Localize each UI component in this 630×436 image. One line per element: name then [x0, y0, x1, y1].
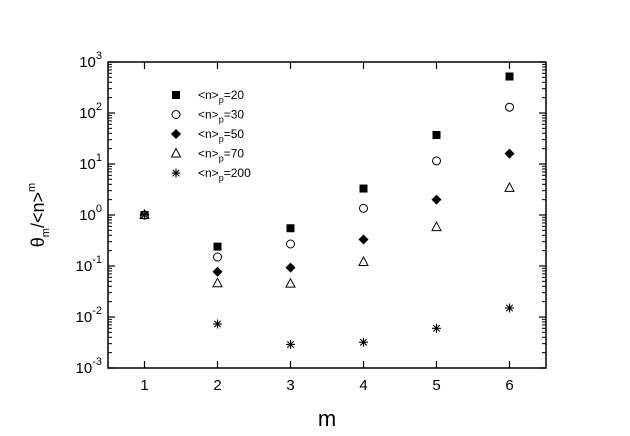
y-tick-label: 101	[79, 152, 102, 173]
x-tick-label: 4	[359, 377, 367, 394]
data-point-series-3	[285, 262, 296, 273]
data-point-series-5	[505, 303, 514, 313]
data-point-series-1	[505, 72, 514, 81]
data-point-series-4	[504, 181, 515, 192]
data-point-series-5	[140, 210, 149, 220]
data-point-series-1	[213, 242, 222, 251]
data-point-series-5	[359, 337, 368, 347]
legend-marker-5	[171, 168, 181, 178]
data-point-series-2	[286, 239, 295, 249]
data-point-series-5	[286, 339, 295, 349]
data-point-series-4	[358, 255, 369, 266]
data-marks	[139, 72, 515, 349]
x-tick-label: 6	[505, 377, 513, 394]
y-tick-label: 102	[79, 101, 102, 122]
data-point-series-3	[431, 194, 442, 205]
legend-label-1: <n>p=20	[198, 88, 244, 105]
data-point-series-2	[213, 252, 222, 262]
y-axis-title: θm/<n>m	[26, 183, 52, 247]
legend: <n>p=20 <n>p=30 <n>p=50 <n>p=70 <n>p=200	[170, 88, 251, 183]
data-point-series-4	[212, 277, 223, 288]
data-point-series-5	[213, 319, 222, 329]
data-point-series-4	[431, 220, 442, 232]
x-axis-title: m	[318, 406, 336, 431]
data-point-series-2	[432, 156, 441, 166]
legend-marker-4	[170, 147, 182, 158]
legend-marker-1	[172, 91, 180, 99]
x-tick-label: 5	[432, 377, 440, 394]
legend-label-3: <n>p=50	[198, 127, 244, 144]
data-point-series-3	[358, 234, 369, 245]
data-point-series-2	[359, 203, 368, 213]
legend-label-2: <n>p=30	[198, 108, 244, 125]
legend-label-4: <n>p=70	[198, 147, 244, 164]
y-tick-label: 10-3	[76, 356, 102, 377]
data-point-series-1	[432, 131, 441, 140]
data-point-series-5	[432, 323, 441, 333]
tick-labels: 1 2 3 4 5 6 10-3 10-2 10-1 100 101 102 103	[76, 50, 514, 394]
data-point-series-4	[285, 277, 296, 288]
data-point-series-2	[505, 102, 514, 112]
y-tick-label: 10-1	[76, 254, 102, 275]
legend-marker-2	[171, 110, 181, 119]
y-axis-title-text: θm/<n>m	[26, 183, 52, 247]
x-tick-label: 1	[140, 377, 148, 394]
x-tick-label: 2	[213, 377, 221, 394]
x-tick-label: 3	[286, 377, 294, 394]
axis-ticks	[108, 61, 546, 369]
legend-label-5: <n>p=200	[198, 166, 251, 183]
y-tick-label: 103	[79, 50, 102, 71]
data-point-series-3	[212, 266, 223, 277]
data-point-series-1	[286, 224, 295, 233]
y-tick-label: 10-2	[76, 305, 102, 326]
data-point-series-3	[504, 148, 515, 159]
data-point-series-1	[359, 184, 368, 193]
y-tick-label: 100	[79, 203, 102, 224]
plot-frame	[107, 61, 547, 369]
legend-marker-3	[171, 129, 181, 139]
